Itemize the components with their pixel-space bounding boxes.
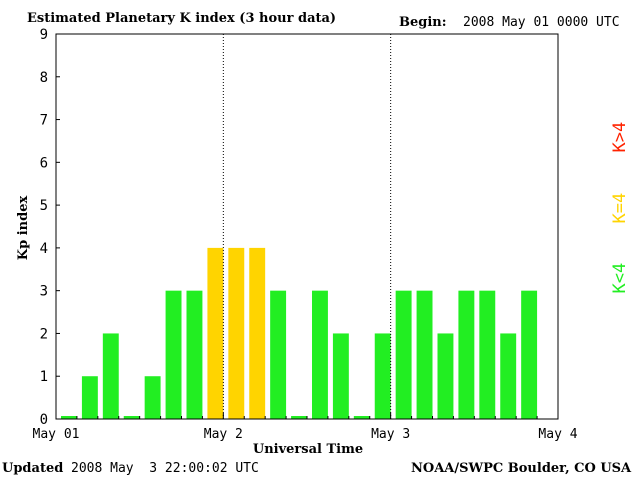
kp-bar [332,333,349,419]
x-tick-label: May 2 [204,427,243,442]
x-tick-label: May 4 [538,427,577,442]
y-tick-label: 4 [40,241,48,257]
legend-mid: K=4 [590,193,630,244]
updated-label: Updated [2,461,64,476]
y-tick-label: 9 [40,27,48,43]
kp-bar [312,290,328,419]
kp-bar [102,333,119,419]
kp-bar [479,290,496,419]
legend-low-label: K<4 [610,262,630,294]
bars-group [61,247,538,419]
begin-label: Begin: [399,15,447,30]
kp-bar [458,290,475,419]
kp-bar [228,247,245,419]
kp-bar [353,416,370,419]
kp-bar [207,247,224,419]
kp-bar [186,290,203,419]
legend-high: K>4 [590,122,630,173]
kp-bar [165,290,182,419]
kp-bar [291,416,307,419]
kp-bar [144,376,161,419]
kp-bar [416,290,433,419]
kp-bar [123,416,140,419]
x-tick-label: May 01 [33,427,80,442]
y-tick-label: 3 [40,284,48,300]
kp-bar [249,247,266,419]
kp-bar [500,333,517,419]
y-tick-label: 7 [40,113,48,129]
y-tick-label: 0 [40,412,48,428]
chart-title: Estimated Planetary K index (3 hour data… [27,11,337,26]
y-tick-label: 8 [40,70,48,86]
y-axis: 0 1 2 3 4 5 6 7 8 9 [40,27,60,428]
y-axis-label: Kp index [16,196,31,261]
begin-value: 2008 May 01 0000 UTC [463,15,620,30]
y-tick-label: 2 [40,326,48,342]
kp-bar [270,290,287,419]
kp-bar [61,416,77,419]
x-axis: May 01 May 2 May 3 May 4 [33,413,578,442]
legend-low: K<4 [590,263,630,314]
kp-bar [521,290,538,419]
y-tick-label: 6 [40,155,48,171]
kp-bar [395,290,412,419]
updated-value: 2008 May 3 22:00:02 UTC [71,461,259,476]
x-tick-label: May 3 [371,427,410,442]
kp-bar [374,333,391,419]
y-tick-label: 5 [40,198,48,214]
legend-mid-label: K=4 [610,192,630,224]
kp-bar [437,333,454,419]
kp-bar [81,376,98,419]
x-axis-label: Universal Time [253,442,363,457]
credit-text: NOAA/SWPC Boulder, CO USA [411,461,632,476]
y-tick-label: 1 [40,369,48,385]
legend-high-label: K>4 [610,121,630,153]
day-separators [222,34,392,419]
